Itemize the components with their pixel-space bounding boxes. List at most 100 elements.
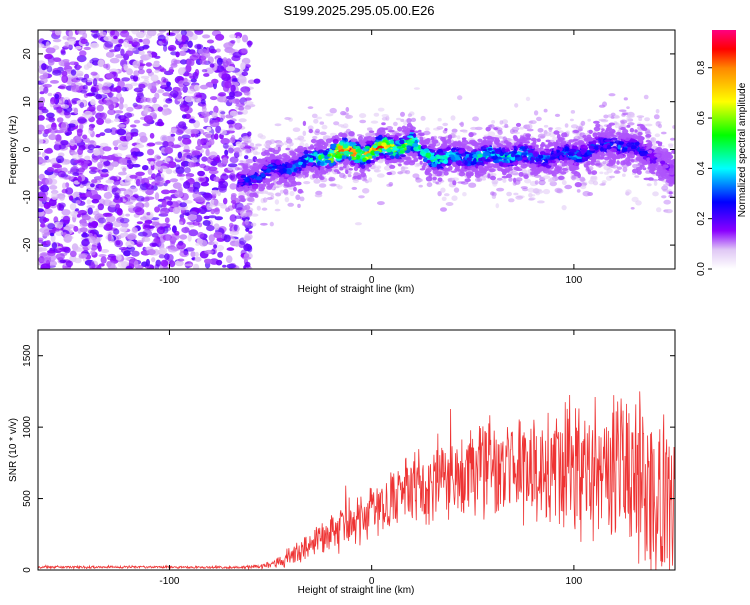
heatmap-noise-cell — [90, 220, 99, 228]
heatmap-noise-cell — [184, 263, 193, 267]
heatmap-noise-cell — [186, 221, 195, 225]
heatmap-noise-cell — [113, 161, 119, 168]
heatmap-noise-cell — [179, 104, 190, 112]
heatmap-noise-cell — [225, 66, 235, 72]
heatmap-noise-cell — [190, 78, 197, 83]
heatmap-noise-cell — [215, 244, 225, 252]
heatmap-ridge-cell — [358, 136, 363, 141]
figure-title: S199.2025.295.05.00.E26 — [283, 3, 434, 18]
heatmap-halo-cell — [618, 123, 623, 129]
heatmap-noise-cell — [106, 215, 116, 223]
heatmap-noise-cell — [103, 192, 113, 199]
heatmap-noise-cell — [46, 65, 53, 73]
heatmap-noise-cell — [192, 191, 202, 200]
heatmap-noise-cell — [241, 48, 248, 54]
heatmap-halo-cell — [351, 186, 358, 190]
heatmap-noise-cell — [86, 199, 92, 205]
heatmap-noise-cell — [187, 234, 192, 242]
heatmap-halo-cell — [400, 166, 406, 172]
heatmap-halo-cell — [451, 131, 457, 135]
heatmap-noise-cell — [161, 108, 169, 116]
heatmap-noise-cell — [142, 38, 151, 46]
heatmap-noise-cell — [105, 212, 113, 217]
heatmap-noise-cell — [146, 142, 156, 147]
heatmap-ridge-cell — [368, 130, 375, 133]
heatmap-halo-cell — [491, 179, 499, 185]
heatmap-halo-cell — [307, 125, 314, 131]
heatmap-noise-cell — [165, 98, 173, 104]
heatmap-noise-cell — [152, 62, 160, 68]
heatmap-halo-cell — [554, 113, 561, 117]
heatmap-ridge-cell — [593, 120, 600, 124]
heatmap-noise-cell — [241, 221, 251, 227]
heatmap-halo-cell — [644, 117, 650, 122]
heatmap-noise-cell — [220, 204, 227, 209]
heatmap-halo-cell — [404, 170, 411, 175]
heatmap-halo-cell — [337, 124, 344, 127]
heatmap-noise-cell — [226, 58, 232, 66]
heatmap-noise-cell — [232, 98, 241, 104]
heatmap-halo-cell — [442, 122, 449, 127]
heatmap-noise-cell — [147, 148, 155, 156]
heatmap-noise-cell — [190, 251, 196, 258]
heatmap-noise-cell — [96, 118, 104, 125]
heatmap-halo-cell — [470, 126, 478, 130]
heatmap-noise-cell — [154, 192, 160, 201]
heatmap-noise-cell — [87, 244, 93, 250]
heatmap-halo-cell — [356, 134, 363, 137]
heatmap-noise-cell — [125, 50, 134, 57]
heatmap-noise-cell — [60, 140, 69, 146]
heatmap-noise-cell — [88, 262, 96, 269]
heatmap-noise-cell — [117, 118, 127, 123]
heatmap-ridge-cell — [308, 159, 314, 163]
heatmap-noise-cell — [130, 132, 139, 137]
heatmap-noise-cell — [223, 197, 228, 205]
heatmap-noise-cell — [118, 247, 128, 251]
heatmap-halo-cell — [610, 116, 615, 119]
heatmap-halo-cell — [555, 127, 562, 130]
heatmap-noise-cell — [47, 59, 55, 66]
heatmap-halo-cell — [610, 112, 616, 117]
heatmap-noise-cell — [212, 157, 220, 162]
heatmap-noise-cell — [60, 50, 66, 56]
heatmap-noise-cell — [154, 92, 160, 100]
heatmap-halo-cell — [627, 122, 635, 126]
heatmap-halo-cell — [445, 202, 454, 206]
heatmap-noise-cell — [178, 50, 187, 56]
heatmap-noise-cell — [207, 215, 217, 219]
heatmap-halo-cell — [314, 193, 323, 198]
heatmap-noise-cell — [79, 50, 87, 57]
heatmap-noise-cell — [232, 91, 243, 97]
heatmap-noise-cell — [210, 96, 218, 101]
heatmap-halo-cell — [313, 118, 319, 124]
heatmap-halo-cell — [508, 198, 515, 203]
heatmap-noise-cell — [61, 70, 68, 77]
heatmap-noise-cell — [52, 164, 62, 169]
heatmap-noise-cell — [253, 78, 261, 84]
heatmap-ridge-cell — [418, 156, 423, 160]
heatmap-noise-cell — [96, 234, 103, 238]
heatmap-halo-cell — [376, 173, 385, 178]
heatmap-ridge-cell — [352, 175, 358, 179]
heatmap-noise-cell — [219, 129, 227, 136]
heatmap-noise-cell — [211, 189, 219, 194]
heatmap-noise-cell — [119, 30, 130, 38]
heatmap-ridge-cell — [314, 170, 319, 175]
heatmap-noise-cell — [150, 161, 155, 166]
heatmap-ridge-cell — [522, 163, 527, 167]
heatmap-noise-cell — [170, 240, 176, 247]
heatmap-noise-cell — [184, 95, 194, 103]
heatmap-halo-cell — [622, 166, 628, 173]
heatmap-noise-cell — [103, 63, 109, 69]
heatmap-noise-cell — [124, 176, 131, 185]
heatmap-noise-cell — [45, 117, 55, 121]
heatmap-noise-cell — [76, 213, 81, 218]
heatmap-noise-cell — [112, 198, 121, 203]
heatmap-halo-cell — [337, 185, 343, 190]
heatmap-noise-cell — [208, 151, 218, 160]
heatmap-ridge-cell — [447, 134, 453, 140]
heatmap-halo-cell — [359, 119, 367, 124]
heatmap-noise-cell — [81, 78, 88, 83]
heatmap-noise-cell — [234, 122, 243, 130]
heatmap-noise-cell — [213, 244, 218, 249]
